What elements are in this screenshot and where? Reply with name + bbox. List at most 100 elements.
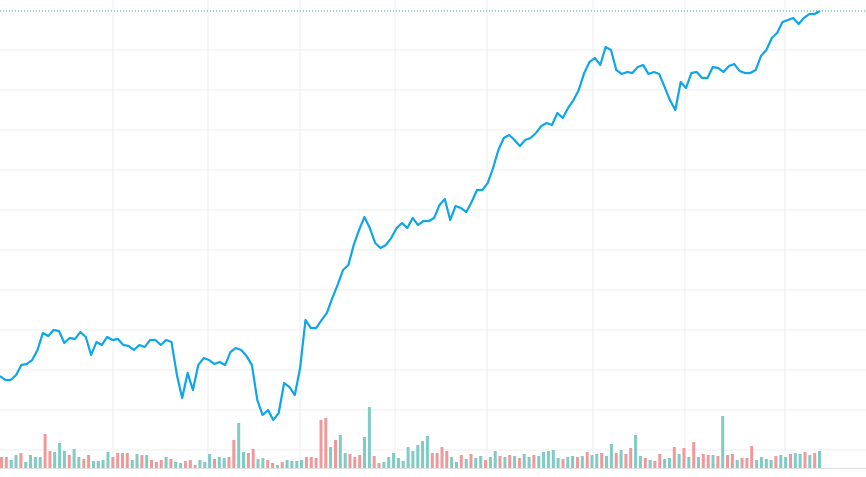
volume-bar [784, 457, 788, 468]
volume-bar [421, 441, 425, 468]
volume-bar [169, 459, 173, 468]
volume-bar [687, 457, 691, 468]
volume-bar [798, 454, 802, 468]
volume-bar [9, 460, 13, 468]
volume-bar [382, 462, 386, 468]
volume-bar [174, 462, 178, 468]
volume-bar [237, 423, 241, 468]
volume-bar [701, 454, 705, 468]
volume-bar [692, 442, 696, 468]
volume-bar [150, 460, 153, 468]
volume-bar [566, 457, 570, 468]
volume-bar [474, 458, 478, 468]
volume-bar [585, 452, 589, 468]
volume-bar [256, 459, 260, 468]
volume-bar [658, 454, 662, 468]
volume-bar [750, 446, 754, 468]
volume-bar [740, 458, 744, 468]
volume-bar [711, 455, 715, 468]
volume-bar [24, 462, 28, 468]
volume-bar [38, 457, 42, 468]
volume-bar [411, 451, 415, 468]
volume-bar [726, 455, 729, 468]
volume-bar [590, 455, 594, 468]
volume-bar [609, 444, 613, 468]
volume-bar [372, 456, 376, 468]
volume-bar [479, 456, 483, 468]
volume-bar [396, 458, 400, 468]
volume-bar [576, 457, 579, 468]
volume-bar [261, 458, 265, 468]
volume-bar [4, 457, 8, 468]
volume-bar [77, 457, 81, 468]
volume-bar [290, 461, 294, 468]
volume-bar [183, 461, 187, 468]
volume-bar [464, 459, 468, 468]
volume-bar [179, 463, 183, 468]
volume-bar [716, 456, 720, 468]
volume-bar [484, 460, 487, 468]
volume-bar [440, 447, 444, 468]
volume-bar [697, 457, 700, 468]
volume-bar [62, 451, 66, 468]
volume-bar [222, 458, 226, 468]
volume-bar [29, 455, 32, 468]
volume-bar [745, 458, 749, 468]
volume-bar [643, 458, 647, 468]
volume-bar [271, 463, 275, 468]
volume-bar [503, 457, 507, 468]
volume-bar [329, 447, 333, 468]
volume-bar [87, 455, 91, 468]
volume-bar [246, 453, 250, 468]
volume-bar [774, 456, 778, 468]
volume-bar [532, 455, 536, 468]
volume-bar [614, 453, 618, 468]
volume-bar [425, 436, 429, 468]
volume-bar [348, 454, 352, 468]
volume-bar [595, 454, 599, 468]
volume-bar [324, 418, 328, 468]
volume-bar [193, 465, 197, 468]
volume-bar [387, 457, 391, 468]
volume-bar [488, 457, 492, 468]
volume-bar [392, 453, 396, 468]
volume-bar [266, 460, 270, 468]
volume-bar [818, 451, 821, 468]
volume-bar [571, 456, 575, 468]
volume-bar [755, 460, 759, 468]
volume-bar [759, 457, 763, 468]
volume-bar [48, 451, 52, 468]
volume-bar [275, 465, 279, 468]
volume-bar [232, 440, 236, 468]
volume-bar [406, 447, 410, 468]
volume-bar [67, 455, 71, 468]
volume-bar [19, 453, 23, 468]
volume-bar [600, 453, 604, 468]
volume-bar [561, 459, 565, 468]
volume-bar [730, 454, 734, 468]
volume-bar [735, 460, 739, 468]
volume-bar [522, 454, 526, 468]
volume-bar [605, 456, 608, 468]
volume-bar [455, 462, 458, 468]
volume-bar [363, 437, 366, 468]
volume-bar [634, 435, 638, 468]
volume-bar [116, 453, 120, 468]
volume-bar [542, 452, 546, 468]
volume-bar [14, 455, 18, 468]
volume-bar [304, 457, 308, 468]
volume-bar [813, 453, 817, 468]
volume-bar [517, 458, 521, 468]
volume-bar [663, 459, 667, 468]
volume-bar [445, 451, 449, 468]
volume-bar [285, 460, 289, 468]
volume-bar [469, 454, 473, 468]
volume-bar [353, 457, 357, 468]
volume-bar [435, 453, 439, 468]
volume-bar [111, 457, 115, 468]
volume-bar [769, 460, 773, 468]
volume-bar [358, 455, 362, 468]
volume-bar [706, 455, 710, 468]
